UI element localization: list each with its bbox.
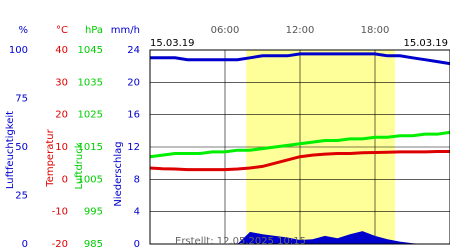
y-tick-label: 985 (84, 239, 103, 250)
y-tick-label: -20 (52, 239, 68, 250)
y-tick-label: 10 (55, 142, 68, 153)
y-tick-label: 0 (22, 239, 28, 250)
x-tick-label: 12:00 (286, 25, 315, 36)
date-start: 15.03.19 (150, 38, 195, 49)
y-tick-label: 50 (15, 142, 28, 153)
y-tick-label: 1045 (78, 45, 103, 56)
axis-unit: % (18, 25, 28, 36)
y-tick-label: 20 (55, 110, 68, 121)
x-tick-label: 06:00 (211, 25, 240, 36)
y-tick-label: 25 (15, 191, 28, 202)
series-line (149, 150, 450, 172)
axis-title: Luftdruck (74, 142, 85, 189)
y-tick-label: 40 (55, 45, 68, 56)
y-tick-label: 0 (62, 174, 68, 185)
y-tick-label: 8 (134, 174, 140, 185)
y-tick-label: 4 (134, 207, 140, 218)
y-tick-label: 0 (134, 239, 140, 250)
plot-area (149, 49, 450, 245)
series-area (150, 231, 450, 244)
y-tick-label: 1015 (78, 142, 103, 153)
date-end: 15.03.19 (403, 38, 448, 49)
series-line (150, 52, 450, 66)
y-tick-label: 24 (127, 45, 140, 56)
plot (149, 49, 450, 245)
axis-title: Luftfeuchtigkeit (5, 111, 16, 189)
y-tick-label: 100 (9, 45, 28, 56)
y-tick-label: 1035 (78, 77, 103, 88)
y-tick-label: 30 (55, 77, 68, 88)
y-tick-label: 12 (127, 142, 140, 153)
series-line (149, 130, 450, 159)
y-tick-label: 20 (127, 77, 140, 88)
axis-unit: hPa (85, 25, 103, 36)
y-tick-label: 75 (15, 94, 28, 105)
footer: Erstellt: 12.05.2025 10:15 (175, 236, 306, 247)
y-tick-label: -10 (52, 207, 68, 218)
axis-title: Temperatur (45, 128, 56, 187)
y-tick-label: 995 (84, 207, 103, 218)
axis-unit: °C (56, 25, 68, 36)
axis-title: Niederschlag (113, 141, 124, 206)
x-tick-label: 18:00 (361, 25, 390, 36)
axis-unit: mm/h (111, 25, 140, 36)
y-tick-label: 1025 (78, 110, 103, 121)
y-tick-label: 16 (127, 110, 140, 121)
y-tick-label: 1005 (78, 174, 103, 185)
